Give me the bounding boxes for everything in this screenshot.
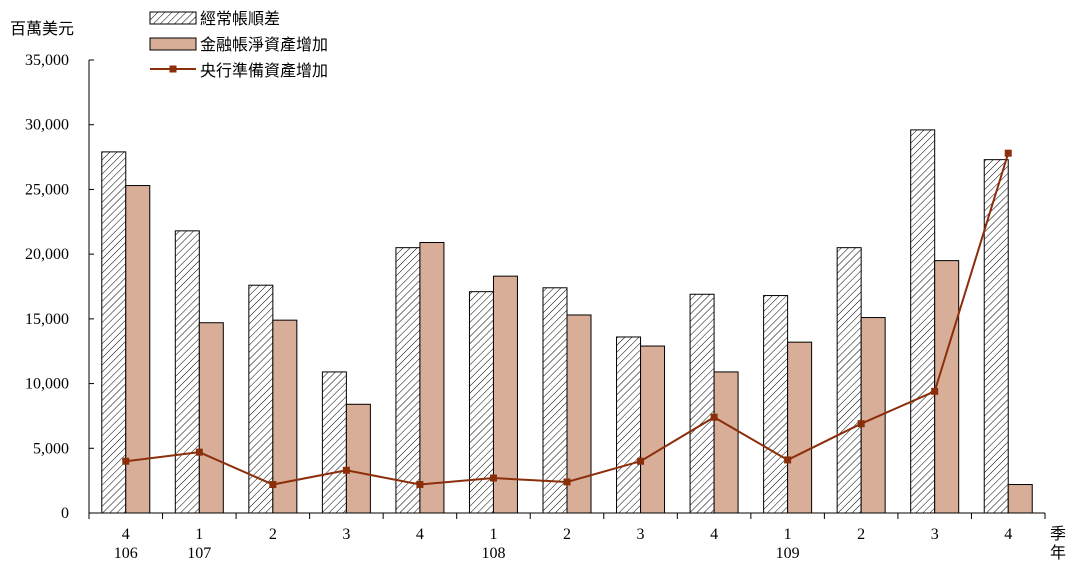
bar-financial-account: [1007, 484, 1033, 514]
bar-financial-account: [787, 341, 813, 514]
x-axis-year-label: 年: [1050, 544, 1066, 562]
bar-financial-account: [934, 260, 960, 514]
reserve-assets-point: [784, 456, 792, 464]
x-tick-label-quarter: 1: [784, 526, 792, 543]
x-tick-label-quarter: 2: [857, 526, 865, 543]
x-tick-label-year: 109: [776, 545, 800, 562]
bar-financial-account: [198, 322, 224, 514]
x-tick-label-quarter: 3: [637, 526, 645, 543]
y-tick-label: 35,000: [25, 52, 69, 69]
x-tick-label-year: 106: [114, 545, 138, 562]
x-tick-label-quarter: 4: [122, 526, 130, 543]
legend-label-financial-account: 金融帳淨資產增加: [200, 36, 328, 54]
reserve-assets-point: [857, 420, 865, 428]
x-tick-label-quarter: 2: [563, 526, 571, 543]
x-tick-label-quarter: 1: [489, 526, 497, 543]
x-tick-label-year: 108: [481, 545, 505, 562]
y-tick-label: 5,000: [33, 440, 69, 457]
bar-financial-account: [419, 241, 445, 514]
bar-financial-account: [492, 275, 518, 514]
y-tick-label: 25,000: [25, 181, 69, 198]
x-tick-label-quarter: 1: [195, 526, 203, 543]
reserve-assets-point: [122, 457, 130, 465]
legend: 經常帳順差 金融帳淨資產增加 央行準備資產增加: [149, 10, 328, 80]
reserve-assets-point: [1004, 149, 1012, 157]
y-axis-unit-label: 百萬美元: [10, 20, 74, 38]
reserve-assets-point: [269, 481, 277, 489]
bar-current-account: [395, 247, 421, 514]
x-tick-label-quarter: 2: [269, 526, 277, 543]
bar-current-account: [321, 371, 347, 514]
x-tick-label-quarter: 4: [1004, 526, 1012, 543]
reserve-assets-line: [122, 149, 1012, 489]
bar-current-account: [174, 230, 200, 514]
bar-current-account: [542, 287, 568, 514]
reserve-assets-point: [416, 481, 424, 489]
y-axis: 0 5,000 10,000 15,000 20,000 25,000 30,000 35,0…: [25, 52, 94, 522]
bar-financial-account: [640, 345, 666, 514]
bar-current-account: [763, 295, 789, 514]
reserve-assets-point: [637, 457, 645, 465]
bar-current-account: [689, 293, 715, 514]
bars: [101, 129, 1033, 514]
bar-financial-account: [713, 371, 739, 514]
x-tick-label-year: 107: [187, 545, 211, 562]
y-tick-label: 15,000: [25, 311, 69, 328]
reserve-assets-point: [931, 387, 939, 395]
bar-current-account: [910, 129, 936, 514]
legend-label-current-account: 經常帳順差: [200, 10, 280, 28]
bar-financial-account: [345, 403, 371, 514]
bar-financial-account: [566, 314, 592, 514]
reserve-assets-point: [489, 474, 497, 482]
bar-current-account: [101, 151, 127, 514]
reserve-assets-point: [710, 413, 718, 421]
reserve-assets-point: [195, 448, 203, 456]
y-tick-label: 20,000: [25, 246, 69, 263]
x-tick-label-quarter: 4: [416, 526, 424, 543]
bar-financial-account: [125, 185, 151, 514]
bar-current-account: [983, 159, 1009, 514]
y-tick-label: 10,000: [25, 376, 69, 393]
legend-marker-reserve-assets: [169, 65, 177, 73]
x-tick-label-quarter: 3: [931, 526, 939, 543]
legend-swatch-financial-account: [149, 37, 197, 51]
legend-label-reserve-assets: 央行準備資產增加: [200, 62, 328, 80]
bar-current-account: [616, 336, 642, 514]
x-tick-label-quarter: 4: [710, 526, 718, 543]
x-tick-label-quarter: 3: [342, 526, 350, 543]
bar-current-account: [836, 247, 862, 514]
reserve-assets-point: [342, 466, 350, 474]
y-tick-label: 30,000: [25, 117, 69, 134]
legend-swatch-current-account: [149, 11, 197, 25]
y-tick-label: 0: [61, 505, 69, 522]
reserve-assets-point: [563, 478, 571, 486]
x-axis-quarter-label: 季: [1050, 525, 1066, 543]
bar-financial-account: [272, 319, 298, 514]
x-axis: 4 106 1 107 2 3 4 1 108 2 3 4 1 109 2 3 4: [88, 512, 1046, 562]
